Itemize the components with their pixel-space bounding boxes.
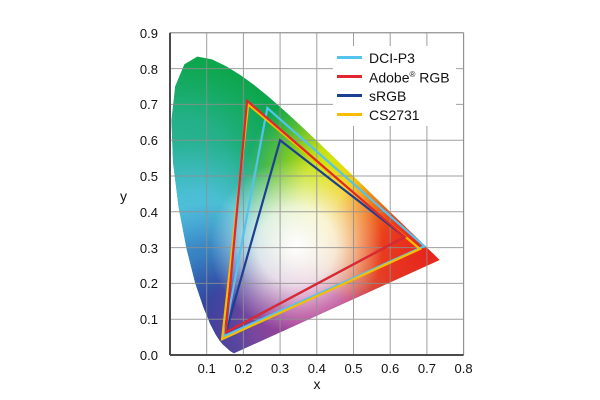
y-tick-label: 0.3 — [139, 240, 158, 256]
y-tick-label: 0.2 — [139, 276, 158, 292]
legend-label-cs2731: CS2731 — [369, 106, 420, 123]
legend-item-srgb: sRGB — [337, 86, 450, 105]
legend-item-cs2731: CS2731 — [337, 105, 450, 124]
y-axis-title: y — [120, 188, 127, 204]
plot-frame — [169, 32, 465, 356]
y-tick-label: 0.5 — [139, 169, 158, 184]
legend: DCI-P3 Adobe® RGB sRGB CS2731 — [333, 46, 456, 126]
x-tick-label: 0.3 — [271, 361, 290, 376]
y-tick-label: 0.7 — [139, 97, 158, 113]
x-tick-label: 0.4 — [307, 361, 326, 376]
gamut-triangles — [220, 98, 427, 342]
legend-item-adobe-rgb: Adobe® RGB — [337, 67, 450, 86]
legend-swatch-adobe-rgb — [337, 75, 362, 78]
x-tick-label: 0.6 — [381, 361, 400, 376]
legend-item-dci-p3: DCI-P3 — [337, 48, 450, 67]
y-tick-label: 0.0 — [139, 348, 158, 363]
y-tick-label: 0.6 — [139, 133, 158, 149]
legend-label-adobe-rgb: Adobe® RGB — [369, 69, 450, 86]
y-tick-label: 0.8 — [139, 61, 158, 77]
x-tick-label: 0.8 — [454, 361, 473, 376]
legend-swatch-srgb — [337, 94, 362, 97]
legend-swatch-cs2731 — [337, 113, 362, 116]
y-tick-label: 0.1 — [139, 312, 158, 328]
x-tick-label: 0.7 — [417, 361, 436, 376]
x-tick-label: 0.1 — [197, 361, 216, 376]
legend-label-srgb: sRGB — [369, 87, 407, 104]
legend-label-dci-p3: DCI-P3 — [369, 49, 415, 66]
gamut-adobe-rgb — [224, 98, 407, 335]
legend-swatch-dci-p3 — [337, 56, 362, 59]
x-tick-label: 0.2 — [234, 361, 253, 376]
y-tick-label: 0.9 — [139, 25, 158, 41]
gamut-dci-p3 — [222, 105, 427, 338]
x-tick-label: 0.5 — [344, 361, 363, 376]
x-axis-title: x — [313, 376, 321, 392]
y-tick-label: 0.4 — [139, 204, 158, 220]
